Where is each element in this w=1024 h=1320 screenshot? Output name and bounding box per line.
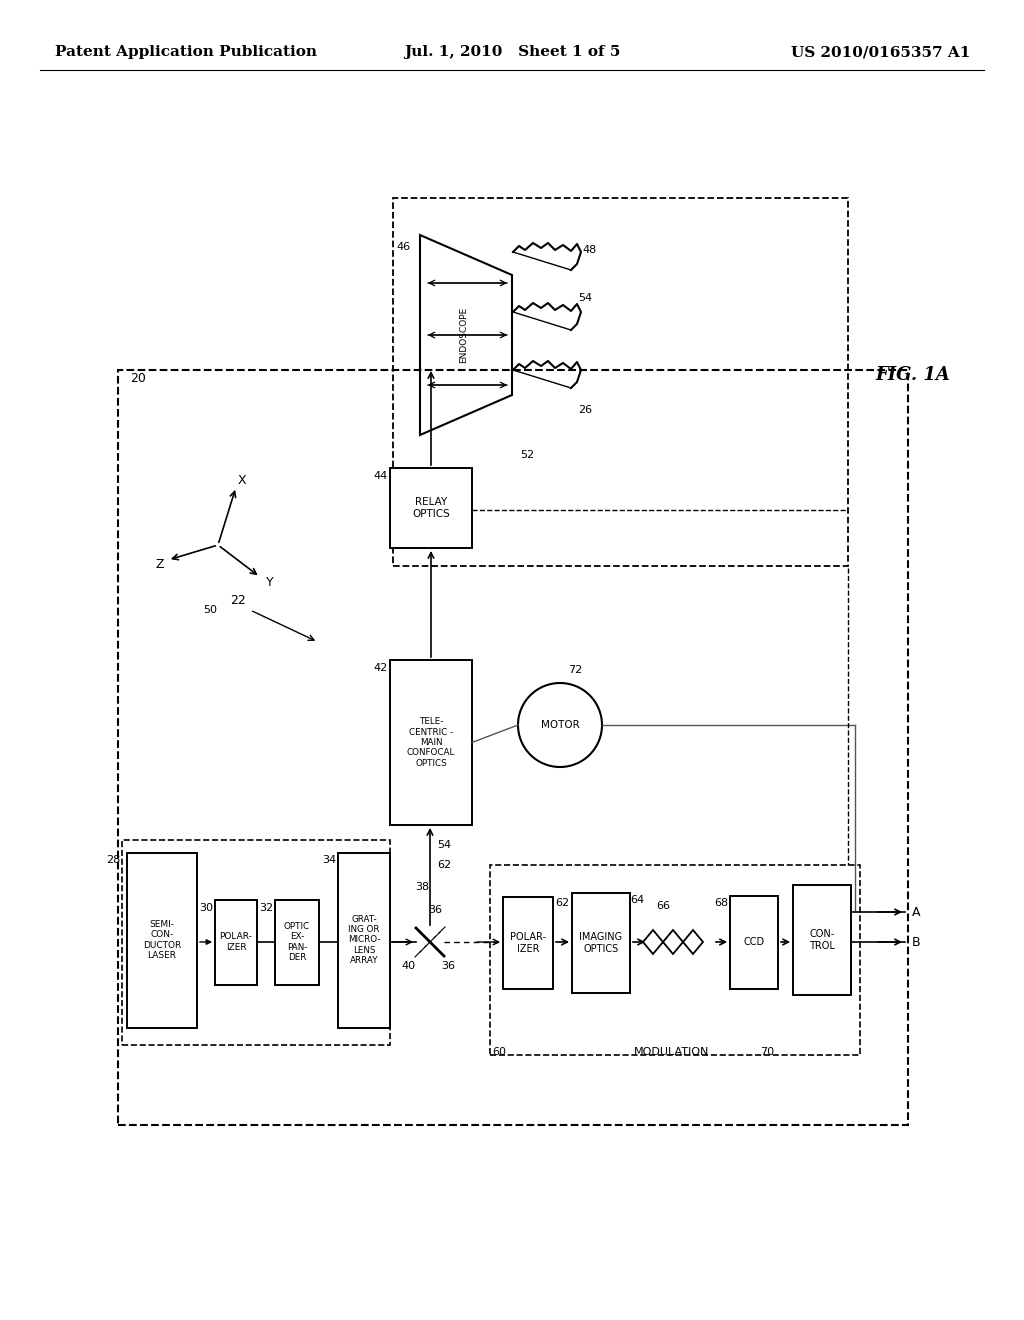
Bar xyxy=(730,896,778,989)
Text: 72: 72 xyxy=(568,665,583,675)
Bar xyxy=(793,884,851,995)
Text: 48: 48 xyxy=(582,246,596,255)
Bar xyxy=(572,894,630,993)
Text: 36: 36 xyxy=(441,961,455,972)
Text: IMAGING
OPTICS: IMAGING OPTICS xyxy=(580,932,623,954)
Bar xyxy=(338,853,390,1028)
Text: MOTOR: MOTOR xyxy=(541,719,580,730)
Text: 34: 34 xyxy=(322,855,336,865)
Bar xyxy=(127,853,197,1028)
Text: X: X xyxy=(238,474,247,487)
Bar xyxy=(118,370,908,1125)
Text: B: B xyxy=(912,936,921,949)
Text: FIG. 1A: FIG. 1A xyxy=(874,366,950,384)
Text: A: A xyxy=(912,906,921,919)
Text: CCD: CCD xyxy=(743,937,765,946)
Text: RELAY
OPTICS: RELAY OPTICS xyxy=(412,498,450,519)
Text: 32: 32 xyxy=(259,903,273,913)
Text: 50: 50 xyxy=(203,605,217,615)
Text: 20: 20 xyxy=(130,371,145,384)
Text: POLAR-
IZER: POLAR- IZER xyxy=(219,932,253,952)
Text: 22: 22 xyxy=(230,594,246,606)
Text: 38: 38 xyxy=(415,882,429,892)
Text: MODULATION: MODULATION xyxy=(634,1047,710,1057)
Bar xyxy=(275,900,319,985)
Text: Y: Y xyxy=(266,577,273,590)
Text: 44: 44 xyxy=(374,471,388,480)
Text: SEMI-
CON-
DUCTOR
LASER: SEMI- CON- DUCTOR LASER xyxy=(143,920,181,960)
Text: POLAR-
IZER: POLAR- IZER xyxy=(510,932,546,954)
Text: 42: 42 xyxy=(374,663,388,673)
Text: 66: 66 xyxy=(656,902,670,911)
Text: Z: Z xyxy=(156,558,164,572)
Text: CON-
TROL: CON- TROL xyxy=(809,929,835,950)
Text: 46: 46 xyxy=(397,242,411,252)
Text: 54: 54 xyxy=(578,293,592,304)
Text: 62: 62 xyxy=(555,898,569,908)
Bar xyxy=(490,865,860,1055)
Text: Patent Application Publication: Patent Application Publication xyxy=(55,45,317,59)
Text: ENDOSCOPE: ENDOSCOPE xyxy=(460,306,469,363)
Text: 60: 60 xyxy=(492,1047,506,1057)
Bar xyxy=(215,900,257,985)
Bar xyxy=(122,840,390,1045)
Bar xyxy=(503,898,553,989)
Text: 68: 68 xyxy=(714,898,728,908)
Text: GRAT-
ING OR
MICRO-
LENS
ARRAY: GRAT- ING OR MICRO- LENS ARRAY xyxy=(348,915,380,965)
Text: Jul. 1, 2010   Sheet 1 of 5: Jul. 1, 2010 Sheet 1 of 5 xyxy=(403,45,621,59)
Text: 40: 40 xyxy=(401,961,415,972)
Text: 62: 62 xyxy=(437,861,452,870)
Text: 64: 64 xyxy=(630,895,644,906)
Text: 52: 52 xyxy=(520,450,535,459)
Text: 30: 30 xyxy=(199,903,213,913)
Text: 36: 36 xyxy=(428,906,442,915)
Bar xyxy=(390,469,472,548)
Text: 70: 70 xyxy=(760,1047,774,1057)
Text: US 2010/0165357 A1: US 2010/0165357 A1 xyxy=(791,45,970,59)
Text: OPTIC
EX-
PAN-
DER: OPTIC EX- PAN- DER xyxy=(284,921,310,962)
Bar xyxy=(390,660,472,825)
Text: 26: 26 xyxy=(578,405,592,414)
Text: 54: 54 xyxy=(437,840,452,850)
Text: 28: 28 xyxy=(105,855,120,865)
Bar xyxy=(393,198,848,566)
Text: TELE-
CENTRIC -
MAIN
CONFOCAL
OPTICS: TELE- CENTRIC - MAIN CONFOCAL OPTICS xyxy=(407,717,456,768)
